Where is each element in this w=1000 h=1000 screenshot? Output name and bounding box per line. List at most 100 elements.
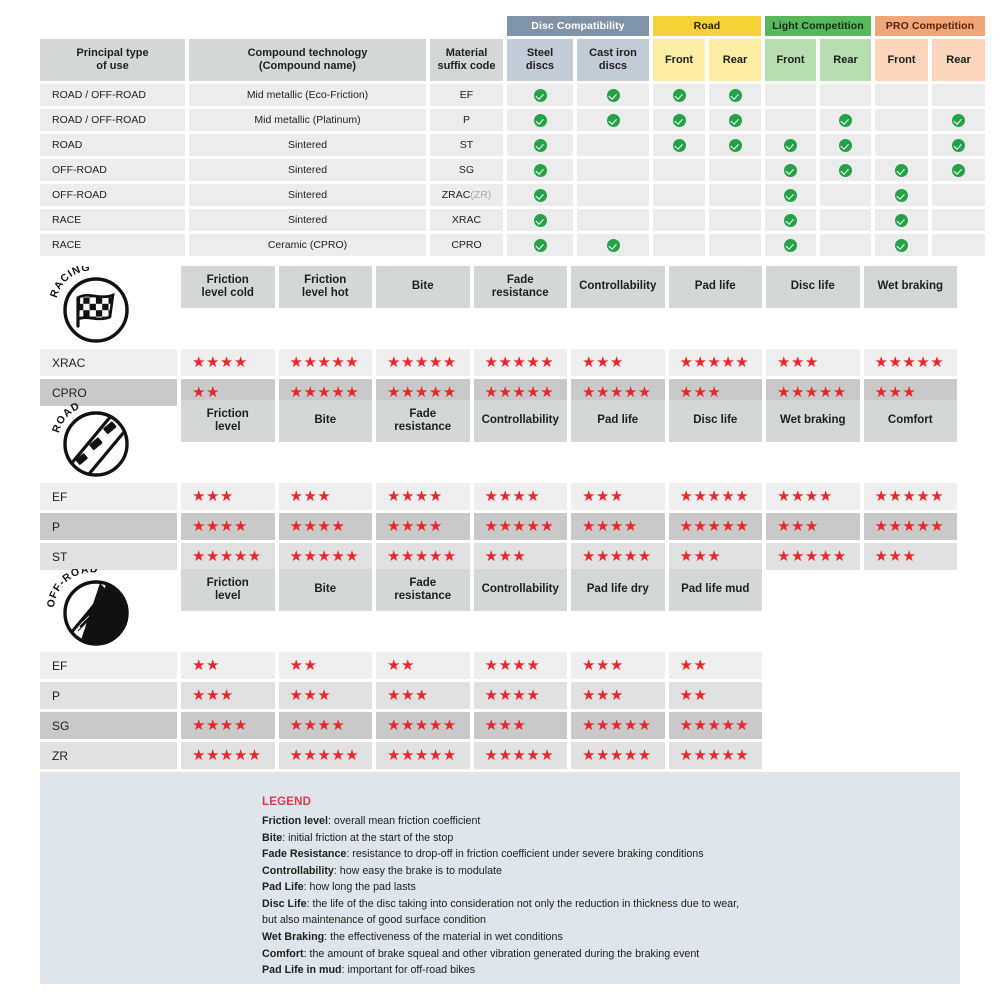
column-header-4: Pad life dry [571, 569, 665, 611]
star-rating: ★★★★★ [582, 717, 652, 734]
compat-header-0: Principal type of use [40, 39, 185, 81]
rating-cell-SG-4: ★★★★★ [571, 712, 665, 739]
rating-cell-EF-1: ★★ [278, 652, 372, 679]
legend-desc: : important for off-road bikes [341, 964, 476, 977]
star-rating: ★★★★★ [679, 747, 750, 764]
header-line-2: level cold [201, 287, 254, 299]
compat-cell-6-7 [932, 234, 985, 256]
row-label-XRAC: XRAC [40, 349, 177, 376]
rating-cell-ST-7: ★★★ [863, 543, 957, 570]
star-rating: ★★★★ [387, 518, 443, 535]
offroad-grid: OFF-ROAD Friction level Bite Fade resistance… [40, 569, 960, 769]
legend-term: Wet Braking [262, 931, 325, 944]
band-pro: PRO Competition [875, 16, 985, 36]
rating-cell-ZR-5: ★★★★★ [668, 742, 762, 769]
rating-cell-EF-4: ★★★ [571, 652, 665, 679]
header-line-1: Rear [833, 53, 858, 66]
check-icon [533, 163, 547, 177]
header-line-2: resistance [394, 590, 452, 602]
legend-desc: : how long the pad lasts [303, 881, 416, 894]
legend-desc: : the effectiveness of the material in w… [324, 931, 563, 944]
column-header-7: Wet braking [863, 266, 957, 308]
header-line-1: Disc life [693, 414, 738, 427]
header-line-1: Pad life [597, 414, 639, 427]
legend-entry-6: but also maintenance of good surface con… [262, 912, 922, 929]
header-line-1: Controllability [579, 280, 657, 293]
header-line-2: resistance [491, 287, 549, 299]
band-disc: Disc Compatibility [507, 16, 649, 36]
rating-cell-ST-5: ★★★ [668, 543, 762, 570]
compat-cell-6-3 [709, 234, 761, 256]
rating-cell-EF-3: ★★★★ [473, 652, 567, 679]
rating-cell-ZR-1: ★★★★★ [278, 742, 372, 769]
column-header-1: Bite [278, 569, 372, 611]
star-rating: ★★★★★ [679, 488, 750, 505]
rating-cell-ZR-4: ★★★★★ [571, 742, 665, 769]
rating-cell-ST-1: ★★★★★ [278, 543, 372, 570]
column-header-4: Pad life [571, 400, 665, 442]
compat-header-9: Front [875, 39, 928, 81]
rating-cell-EF-0: ★★ [181, 652, 275, 679]
header-line-1: Controllability [481, 583, 559, 596]
compat-cell-1-7 [932, 109, 985, 131]
star-rating: ★★★★ [192, 518, 248, 535]
compat-cell-6-6 [875, 234, 928, 256]
compat-header-6: Rear [709, 39, 761, 81]
rating-cell-SG-2: ★★★★★ [376, 712, 470, 739]
row-tech-4: Sintered [189, 184, 426, 206]
column-header-1: Friction level hot [278, 266, 372, 308]
compat-header-10: Rear [932, 39, 985, 81]
legend-desc: : overall mean friction coefficient [327, 815, 481, 827]
check-icon [784, 188, 797, 202]
star-rating: ★★★ [582, 488, 624, 505]
rating-cell-EF-2: ★★★★ [376, 483, 470, 510]
star-rating: ★★★★★ [387, 747, 457, 764]
rating-cell-EF-0: ★★★ [181, 483, 275, 510]
rating-cell-EF-6: ★★★★ [766, 483, 860, 510]
compat-cell-0-3 [709, 84, 761, 106]
band-spacer [40, 16, 503, 36]
star-rating: ★★★★★ [582, 384, 652, 401]
row-use-2: ROAD [40, 134, 185, 156]
star-rating: ★★★ [582, 354, 624, 371]
header-line-1: Disc life [790, 280, 835, 293]
check-icon [728, 113, 742, 127]
row-code-5: XRAC [430, 209, 503, 231]
compat-cell-4-1 [577, 184, 649, 206]
compat-cell-6-2 [653, 234, 705, 256]
compat-cell-4-5 [820, 184, 871, 206]
star-rating: ★★★★★ [874, 488, 945, 505]
star-rating: ★★★★★ [484, 354, 555, 371]
rating-cell-ZR-2: ★★★★★ [376, 742, 470, 769]
row-label-EF: EF [40, 483, 177, 510]
compat-cell-1-2 [653, 109, 705, 131]
compat-cell-5-5 [820, 209, 871, 231]
rating-cell-SG-5: ★★★★★ [668, 712, 762, 739]
rating-cell-XRAC-6: ★★★ [766, 349, 860, 376]
compat-cell-0-1 [577, 84, 649, 106]
star-rating: ★★★ [289, 687, 332, 704]
check-icon [784, 163, 797, 177]
offroad-section: OFF-ROAD Friction level Bite Fade resistance… [40, 569, 960, 769]
band-road: Road [653, 16, 761, 36]
check-icon [606, 113, 620, 127]
compat-cell-2-3 [709, 134, 761, 156]
check-icon [533, 238, 547, 252]
check-icon [533, 188, 547, 202]
star-rating: ★★★★★ [777, 548, 847, 565]
racing-flag-icon: RACING [48, 266, 129, 343]
compat-cell-4-0 [507, 184, 573, 206]
star-rating: ★★★★ [192, 354, 248, 371]
star-rating: ★★★★ [484, 687, 541, 704]
header-line-1: Pad life [694, 280, 736, 293]
header-line-1: Front [887, 53, 916, 66]
compat-cell-1-3 [709, 109, 761, 131]
legend-term: Friction level [262, 815, 328, 827]
band-light: Light Competition [765, 16, 871, 36]
rating-cell-ST-0: ★★★★★ [181, 543, 275, 570]
row-code-6: CPRO [430, 234, 503, 256]
star-rating: ★★★★★ [387, 354, 457, 371]
check-icon [533, 88, 547, 102]
row-label-P: P [40, 682, 177, 709]
check-icon [952, 138, 965, 152]
